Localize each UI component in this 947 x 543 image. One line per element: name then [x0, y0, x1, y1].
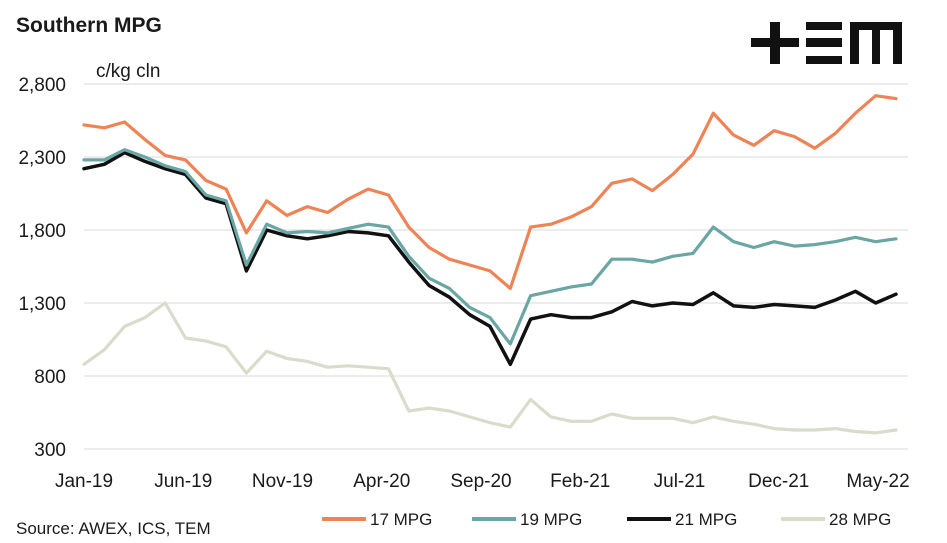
y-tick-label: 1,300	[18, 294, 66, 315]
series-lines	[82, 94, 898, 435]
series-line-19-mpg	[82, 148, 898, 346]
x-tick-label: Nov-19	[252, 471, 313, 492]
legend: 17 MPG 19 MPG 21 MPG 28 MPG	[322, 510, 891, 529]
x-tick-label: Apr-20	[353, 471, 410, 492]
y-axis-label: c/kg cln	[96, 61, 160, 82]
legend-label: 28 MPG	[829, 510, 891, 529]
x-tick-label: May-22	[846, 471, 909, 492]
legend-label: 17 MPG	[370, 510, 432, 529]
legend-label: 21 MPG	[675, 510, 737, 529]
x-tick-label: Dec-21	[748, 471, 809, 492]
y-tick-label: 2,300	[18, 148, 66, 169]
x-tick-label: Feb-21	[550, 471, 610, 492]
series-line-28-mpg	[82, 301, 898, 435]
y-tick-label: 800	[34, 367, 66, 388]
y-axis-ticks: 2,800 2,300 1,800 1,300 800 300	[18, 75, 66, 461]
x-tick-label: Jul-21	[654, 471, 706, 492]
series-line-21-mpg	[82, 150, 898, 367]
source-note: Source: AWEX, ICS, TEM	[16, 519, 211, 538]
x-tick-label: Jan-19	[55, 471, 113, 492]
y-tick-label: 300	[34, 440, 66, 461]
x-tick-label: Sep-20	[450, 471, 511, 492]
gridlines	[84, 83, 908, 450]
x-axis-ticks: Jan-19 Jun-19 Nov-19 Apr-20 Sep-20 Feb-21 Jul-…	[55, 471, 910, 492]
y-tick-label: 2,800	[18, 75, 66, 96]
y-tick-label: 1,800	[18, 221, 66, 242]
legend-label: 19 MPG	[520, 510, 582, 529]
x-tick-label: Jun-19	[154, 471, 212, 492]
chart-title: Southern MPG	[16, 14, 162, 37]
tem-logo	[751, 22, 902, 64]
series-line-17-mpg	[82, 94, 898, 290]
